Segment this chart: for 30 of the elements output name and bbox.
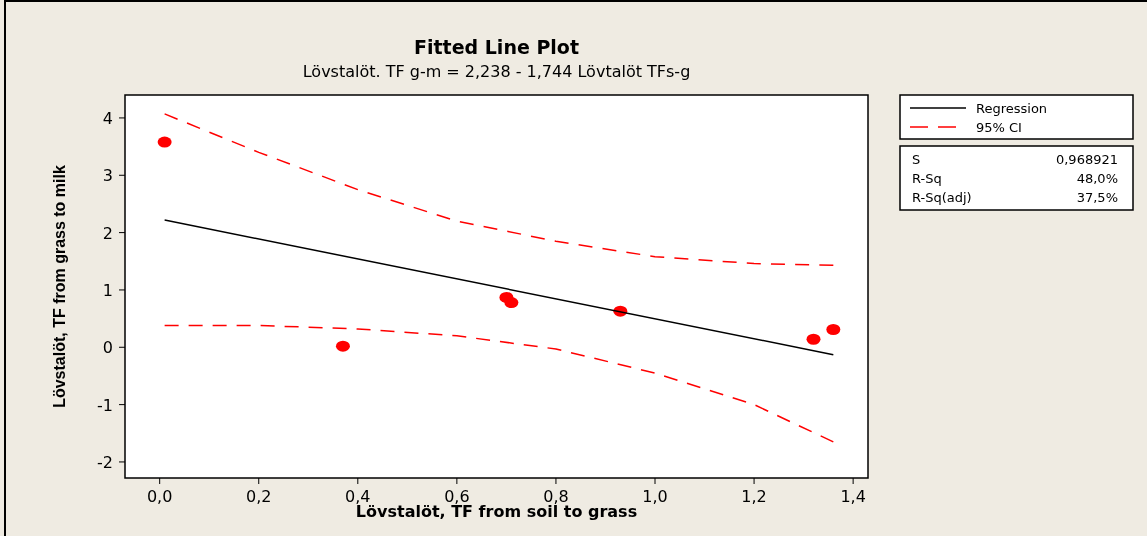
legend-label: 95% CI <box>976 120 1022 135</box>
chart-subtitle: Lövstalöt. TF g-m = 2,238 - 1,744 Lövtalöt TFs-g <box>302 62 691 81</box>
x-tick-label: 0,0 <box>146 487 173 506</box>
text: R-Sq 48,0% <box>912 171 1118 186</box>
y-tick-label: 2 <box>102 223 113 243</box>
y-tick-label: -2 <box>97 452 113 472</box>
y-tick-label: 1 <box>102 280 113 300</box>
point <box>826 324 841 335</box>
point <box>504 297 519 309</box>
point <box>335 340 350 352</box>
line-series <box>163 113 835 267</box>
x-tick-label: 1,0 <box>642 487 668 506</box>
x-tick-label: 0,4 <box>345 487 371 506</box>
y-tick-label: 4 <box>102 108 113 128</box>
point <box>157 136 172 148</box>
point <box>806 333 821 345</box>
y-axis-title: Lövstalöt, TF from grass to milk <box>51 165 68 408</box>
x-tick-label: 1,4 <box>840 487 866 506</box>
x-tick-label: 0,6 <box>444 487 470 506</box>
y-tick-label: 0 <box>102 338 113 358</box>
y-tick-label: -1 <box>97 395 113 415</box>
legend-label: Regression <box>976 101 1048 116</box>
x-tick-label: 1,2 <box>741 487 767 506</box>
x-tick-label: 0,2 <box>246 487 272 506</box>
y-tick-label: 3 <box>102 166 113 186</box>
text: R-Sq(adj) 37,5% <box>912 190 1118 205</box>
x-tick-label: 0,8 <box>543 487 569 506</box>
chart-title: Fitted Line Plot <box>414 36 579 58</box>
line-series <box>163 324 835 443</box>
text: S 0,968921 <box>912 152 1118 167</box>
